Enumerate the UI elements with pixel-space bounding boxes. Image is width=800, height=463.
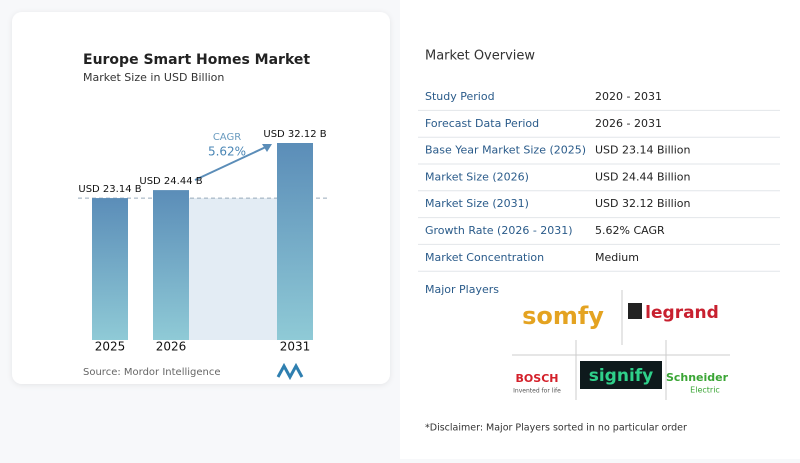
row-value: USD 24.44 Billion <box>595 170 690 183</box>
bar <box>277 143 313 340</box>
x-tick-label: 2026 <box>156 340 187 354</box>
value-label: USD 24.44 B <box>139 176 202 187</box>
arrow-head <box>262 144 272 152</box>
value-label: USD 23.14 B <box>78 184 141 195</box>
row-label: Forecast Data Period <box>425 117 539 130</box>
logo-grid <box>512 290 730 400</box>
row-label: Market Size (2031) <box>425 197 529 210</box>
bosch-tagline: Invented for life <box>513 388 561 395</box>
bar <box>92 198 128 340</box>
row-value: Medium <box>595 251 639 264</box>
x-tick-label: 2025 <box>95 340 126 354</box>
row-value: USD 23.14 Billion <box>595 144 690 157</box>
cagr-arrow <box>194 145 269 181</box>
logo-mark <box>276 362 304 381</box>
row-label: Market Size (2026) <box>425 170 529 183</box>
players-title: Major Players <box>425 283 499 296</box>
legrand-icon <box>628 303 642 319</box>
schneider-tagline: Electric <box>690 386 720 395</box>
value-label: USD 32.12 B <box>263 129 326 140</box>
x-tick-label: 2031 <box>280 340 311 354</box>
cagr-label: CAGR <box>213 132 241 143</box>
row-value: USD 32.12 Billion <box>595 197 690 210</box>
cagr-value: 5.62% <box>208 145 246 159</box>
bar <box>153 190 189 340</box>
row-label: Growth Rate (2026 - 2031) <box>425 224 573 237</box>
row-label: Market Concentration <box>425 251 544 264</box>
somfy-logo: somfy <box>522 302 604 330</box>
row-label: Base Year Market Size (2025) <box>425 144 586 157</box>
chart-title: Europe Smart Homes Market <box>83 52 310 68</box>
signify-logo: signify <box>589 366 654 386</box>
disclaimer: *Disclaimer: Major Players sorted in no … <box>425 423 687 434</box>
legrand-logo: legrand <box>645 303 719 323</box>
source: Source: Mordor Intelligence <box>83 367 221 378</box>
schneider-logo: Schneider <box>666 371 729 384</box>
bosch-logo: BOSCH <box>516 372 559 385</box>
shade <box>189 198 277 340</box>
row-value: 5.62% CAGR <box>595 224 665 237</box>
signify-box <box>580 361 662 389</box>
row-value: 2020 - 2031 <box>595 90 662 103</box>
row-value: 2026 - 2031 <box>595 117 662 130</box>
row-label: Study Period <box>425 90 495 103</box>
chart-subtitle: Market Size in USD Billion <box>83 71 224 84</box>
overview-title: Market Overview <box>425 49 535 64</box>
